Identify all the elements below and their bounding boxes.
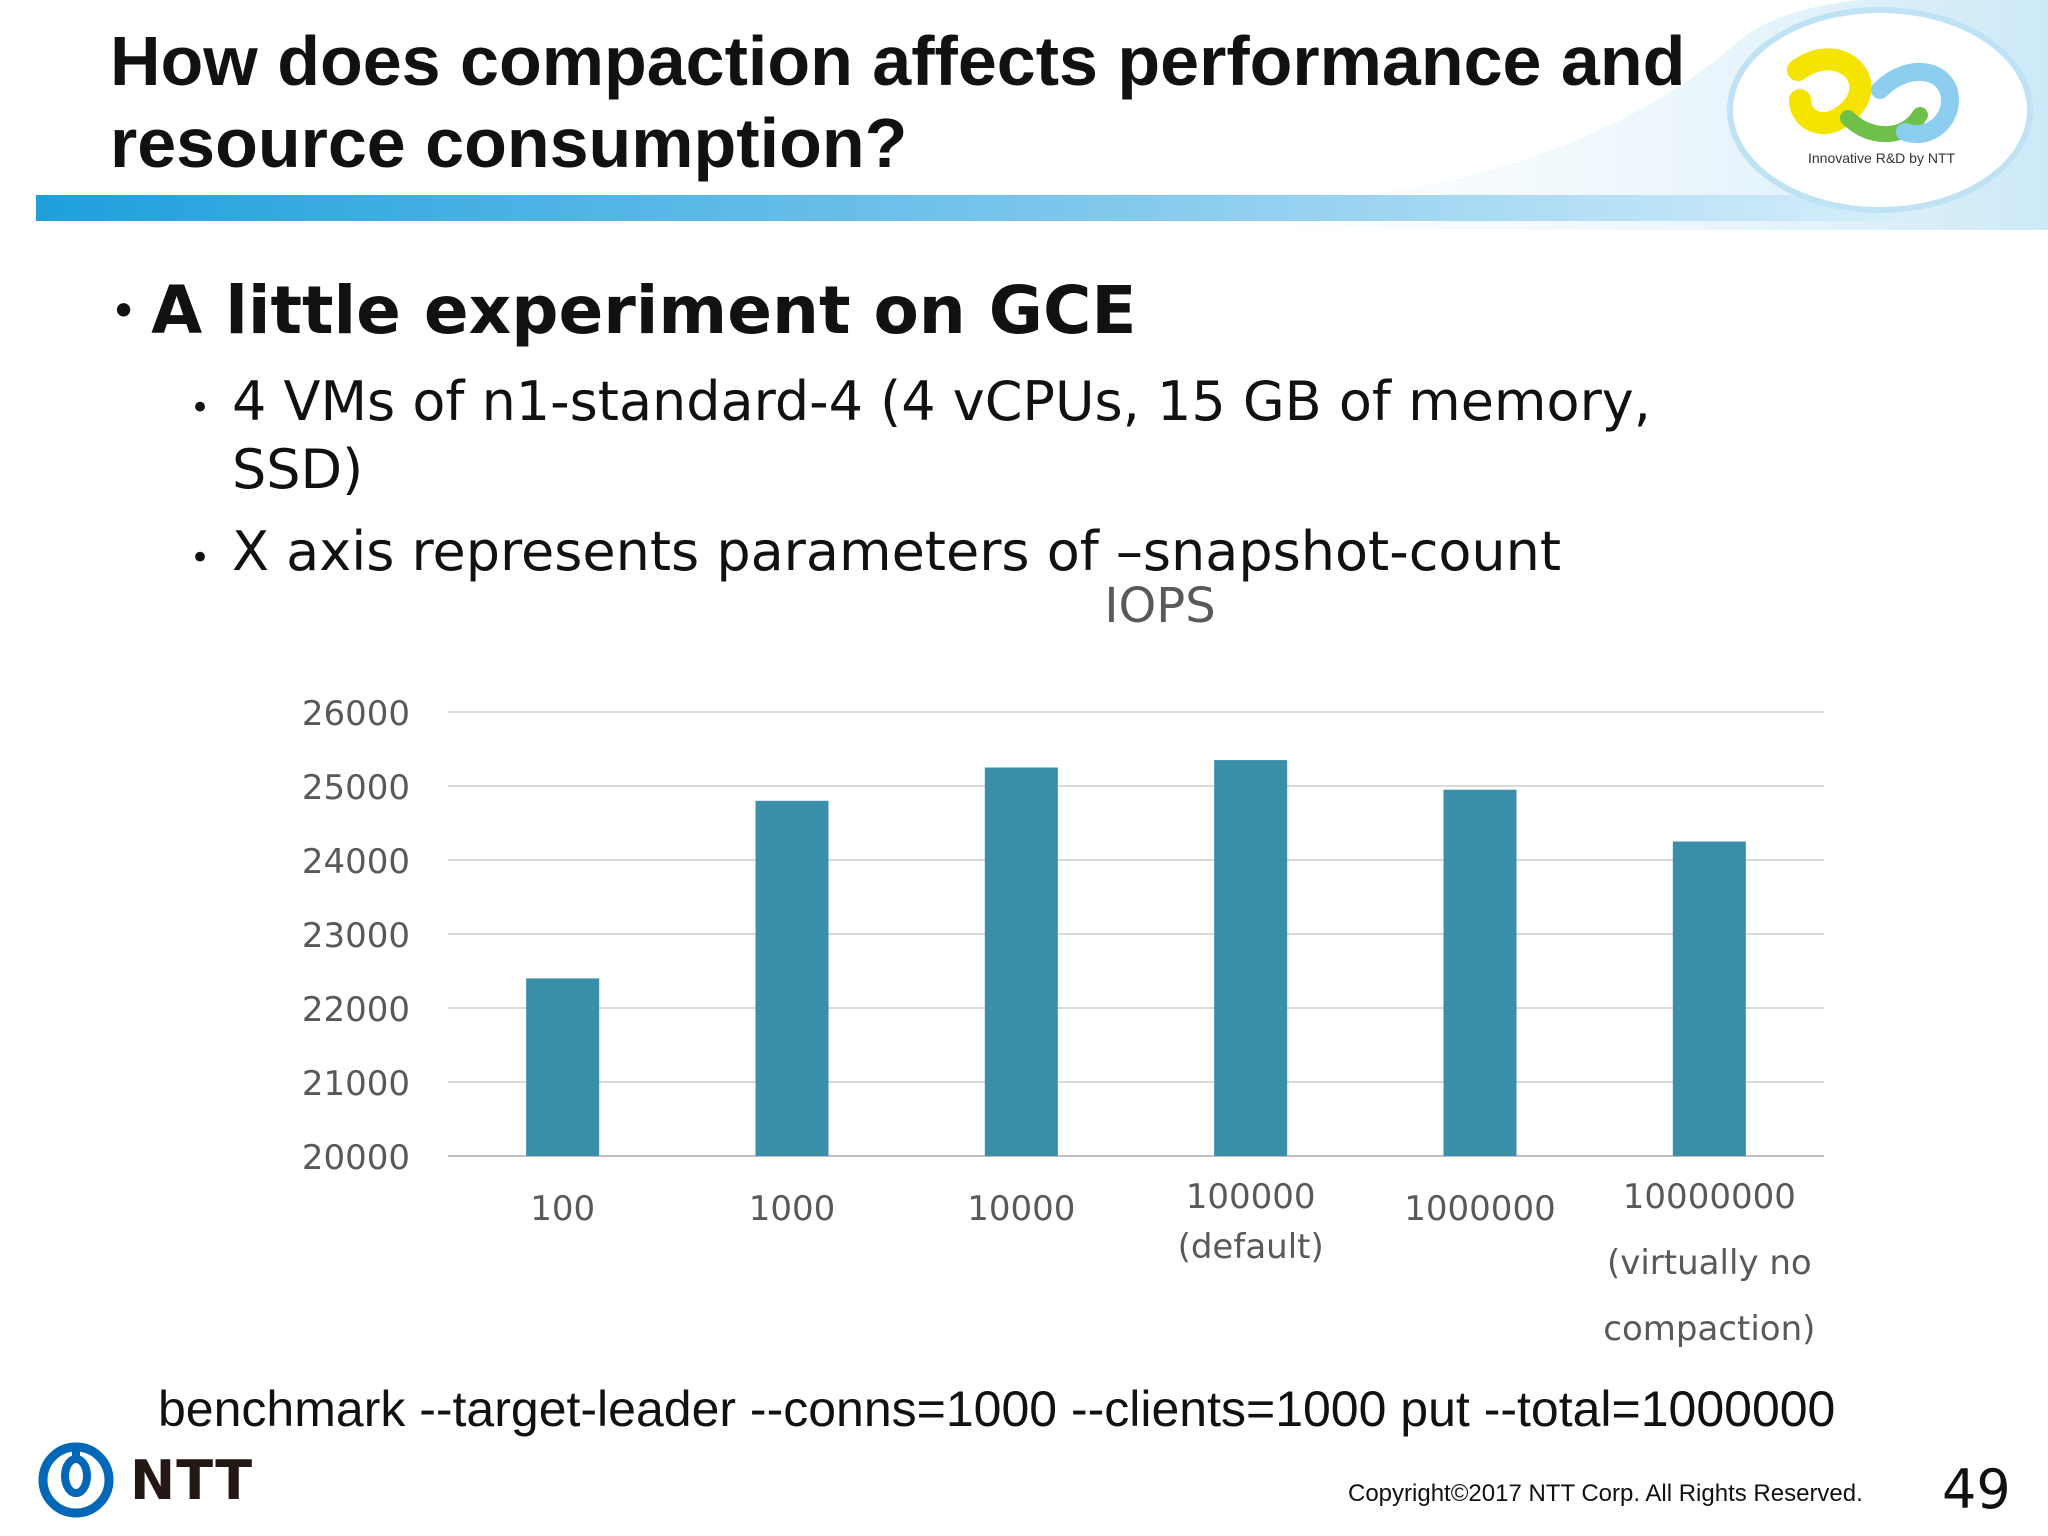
x-tick-label: (default) xyxy=(1178,1227,1324,1267)
bar xyxy=(1214,760,1288,1156)
ntt-wordmark: NTT xyxy=(130,1448,254,1512)
sub-bullet-line-2: SSD) xyxy=(232,438,364,501)
logo-swirl-blue xyxy=(1871,63,1960,144)
bar xyxy=(1443,789,1517,1156)
y-tick-label: 26000 xyxy=(302,694,410,734)
bar xyxy=(984,767,1058,1156)
header-decoration xyxy=(36,0,2048,230)
benchmark-command: benchmark --target-leader --conns=1000 -… xyxy=(158,1381,1836,1437)
page-number: 49 xyxy=(1942,1458,2011,1521)
bullet-dot-icon: • xyxy=(110,283,138,338)
bar xyxy=(526,978,600,1156)
x-tick-label: 1000 xyxy=(749,1189,836,1229)
slide-title: How does compaction affects performance … xyxy=(110,20,1870,184)
bar xyxy=(755,800,829,1156)
y-tick-label: 24000 xyxy=(302,842,410,882)
y-tick-label: 23000 xyxy=(302,916,410,956)
bar xyxy=(1672,841,1746,1156)
y-tick-label: 20000 xyxy=(302,1138,410,1178)
sub-bullet-dot-icon: • xyxy=(190,538,211,578)
logo-swirl-green xyxy=(1840,107,1928,143)
bullet-text: A little experiment on GCE xyxy=(151,272,1137,349)
y-tick-label: 21000 xyxy=(302,1064,410,1104)
x-tick-label: (virtually no xyxy=(1607,1243,1812,1283)
iops-bar-chart: IOPS 20000 21000 22000 23000 24000 25000 26000 1… xyxy=(302,578,1824,1349)
y-tick-label: 22000 xyxy=(302,990,410,1030)
ntt-logo: NTT xyxy=(36,1440,253,1520)
sub-bullet-1: • 4 VMs of n1-standard-4 (4 vCPUs, 15 GB… xyxy=(190,368,1890,504)
chart-title: IOPS xyxy=(1104,578,1215,634)
x-tick-label: 100000 xyxy=(1186,1177,1316,1217)
logo-swirl-yellow xyxy=(1787,48,1872,135)
copyright-text: Copyright©2017 NTT Corp. All Rights Rese… xyxy=(1348,1480,1863,1507)
sub-bullet-line-1: 4 VMs of n1-standard-4 (4 vCPUs, 15 GB o… xyxy=(232,370,1651,433)
sub-bullet-text: 4 VMs of n1-standard-4 (4 vCPUs, 15 GB o… xyxy=(232,368,1651,504)
title-line-1: How does compaction affects performance … xyxy=(110,22,1686,100)
x-tick-label: 100 xyxy=(530,1189,595,1229)
sub-bullet-text: X axis represents parameters of –snapsho… xyxy=(232,520,1562,583)
sub-bullet-dot-icon: • xyxy=(190,388,211,428)
ntt-logo-icon xyxy=(38,1442,114,1518)
y-tick-label: 25000 xyxy=(302,768,410,808)
x-tick-label: 10000 xyxy=(967,1189,1075,1229)
title-line-2: resource consumption? xyxy=(110,104,908,182)
logo-tagline: Innovative R&D by NTT xyxy=(1808,150,1956,166)
x-tick-label: 1000000 xyxy=(1404,1189,1555,1229)
sub-bullet-2: • X axis represents parameters of –snaps… xyxy=(190,518,1890,592)
x-tick-label: compaction) xyxy=(1603,1309,1815,1349)
x-tick-label: 10000000 xyxy=(1623,1177,1796,1217)
bullet-level1: • A little experiment on GCE xyxy=(110,272,1136,349)
